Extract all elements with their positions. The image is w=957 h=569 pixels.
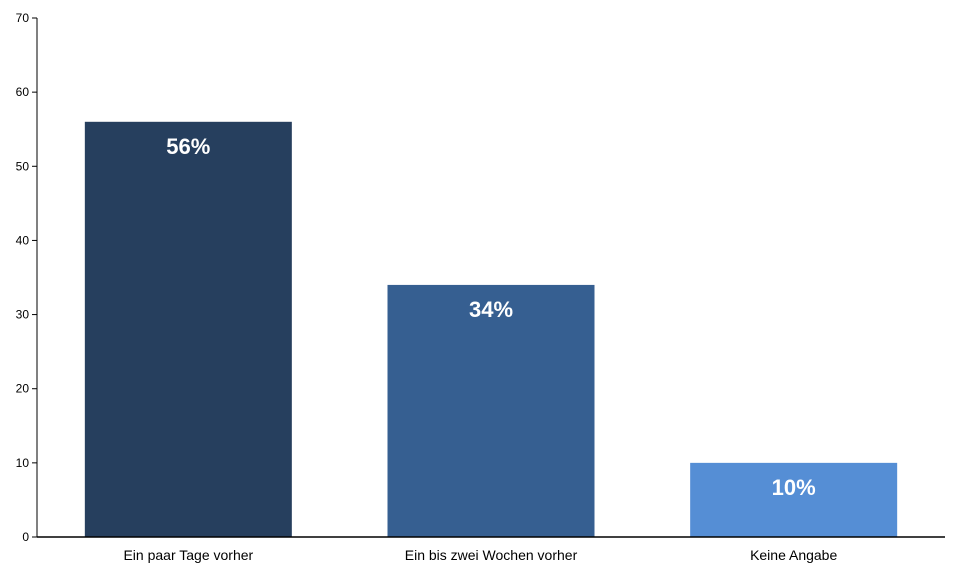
y-tick-label: 20 xyxy=(16,382,30,396)
category-label-2: Ein bis zwei Wochen vorher xyxy=(405,547,578,563)
y-tick-label: 50 xyxy=(16,159,30,173)
y-tick-label: 0 xyxy=(22,530,29,544)
bar-3 xyxy=(690,462,898,537)
data-label-3: 10% xyxy=(772,475,816,500)
bar-2 xyxy=(387,284,595,537)
bar-1 xyxy=(84,121,292,538)
y-tick-label: 30 xyxy=(16,308,30,322)
y-tick-label: 60 xyxy=(16,85,30,99)
y-axis-ticks: 0 10 20 30 40 50 60 70 xyxy=(16,11,37,544)
category-label-1: Ein paar Tage vorher xyxy=(123,547,253,563)
data-label-2: 34% xyxy=(469,297,513,322)
y-tick-label: 40 xyxy=(16,233,30,247)
y-tick-label: 70 xyxy=(16,11,30,25)
bars xyxy=(84,121,898,538)
category-label-3: Keine Angabe xyxy=(750,547,837,563)
category-labels: Ein paar Tage vorher Ein bis zwei Wochen … xyxy=(123,547,837,563)
data-label-1: 56% xyxy=(166,134,210,159)
data-labels: 56% 34% 10% xyxy=(166,134,815,500)
y-tick-label: 10 xyxy=(16,456,30,470)
